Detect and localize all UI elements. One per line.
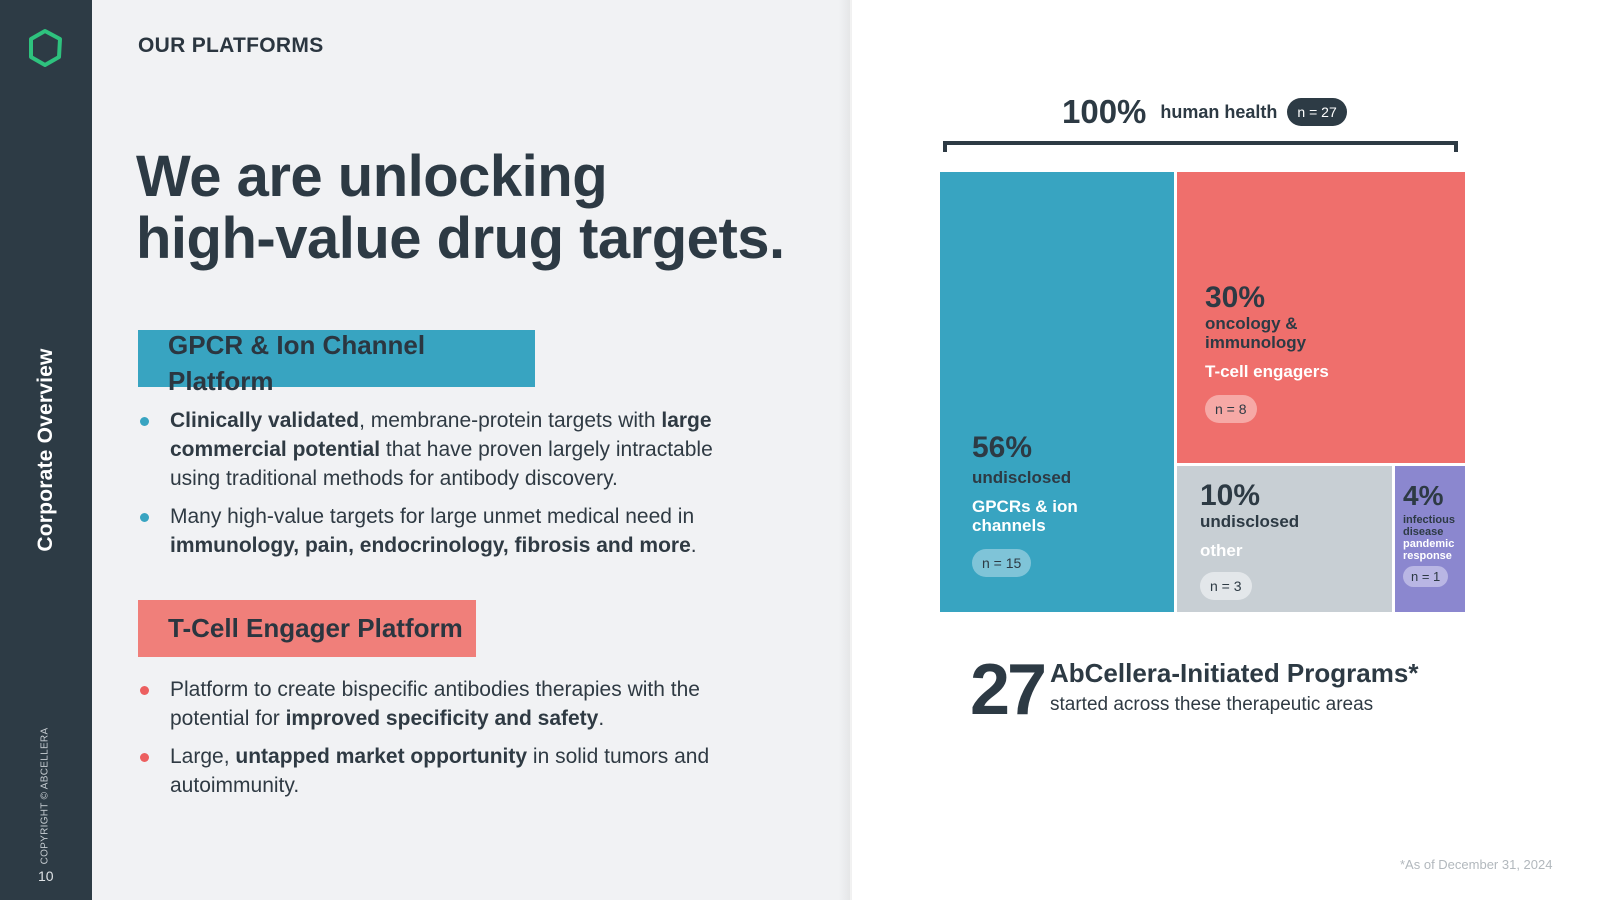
segment-area: undisclosed (972, 468, 1072, 487)
segment-count-badge: n = 1 (1403, 566, 1449, 587)
bullet-dot-icon (140, 417, 149, 426)
bullet-dot-icon (140, 686, 149, 695)
segment-sub: other (1200, 541, 1243, 560)
sidebar: Corporate Overview COPYRIGHT © ABCELLERA… (0, 0, 92, 900)
section-title: OUR PLATFORMS (138, 34, 324, 57)
segment-sub: GPCRs & ion channels (972, 497, 1078, 535)
tcell-platform-tag: T-Cell Engager Platform (138, 600, 476, 657)
bullet-dot-icon (140, 513, 149, 522)
treemap-segment-oncology: 30% oncology & immunology T-cell engager… (1177, 172, 1465, 463)
sidebar-section-label: Corporate Overview (34, 348, 57, 552)
bullet-text: Clinically validated, membrane-protein t… (170, 409, 713, 490)
panel-divider (838, 0, 852, 900)
tcell-bullet-list: Platform to create bispecific antibodies… (138, 675, 738, 809)
gpcr-bullet-list: Clinically validated, membrane-protein t… (138, 406, 738, 569)
page-number: 10 (38, 868, 54, 884)
segment-count-badge: n = 15 (972, 549, 1032, 577)
segment-percent: 4% (1403, 480, 1444, 511)
list-item: Large, untapped market opportunity in so… (138, 742, 738, 800)
segment-sub: pandemic response (1403, 538, 1455, 562)
segment-area: oncology & immunology (1205, 314, 1307, 352)
list-item: Clinically validated, membrane-protein t… (138, 406, 738, 493)
copyright-text: COPYRIGHT © ABCELLERA (39, 727, 51, 865)
programs-subtitle: started across these therapeutic areas (1050, 694, 1374, 715)
gpcr-platform-tag: GPCR & Ion Channel Platform (138, 330, 535, 396)
bullet-text: Many high-value targets for large unmet … (170, 505, 697, 557)
bullet-text: Platform to create bispecific antibodies… (170, 678, 700, 730)
total-label: human health (1160, 101, 1278, 122)
footnote: *As of December 31, 2024 (1400, 857, 1553, 872)
segment-percent: 56% (972, 431, 1033, 464)
treemap-segment-other: 10% undisclosed other n = 3 (1177, 466, 1392, 612)
treemap-total: 100% human health n = 27 (1062, 92, 1347, 132)
list-item: Many high-value targets for large unmet … (138, 502, 738, 560)
segment-area: undisclosed (1200, 512, 1300, 531)
headline-line-2: high-value drug targets. (136, 206, 785, 271)
list-item: Platform to create bispecific antibodies… (138, 675, 738, 733)
programs-title: AbCellera-Initiated Programs* (1050, 658, 1419, 688)
segment-sub: T-cell engagers (1205, 362, 1329, 381)
total-count-badge: n = 27 (1287, 98, 1347, 126)
programs-count: 27 (970, 650, 1047, 730)
segment-percent: 10% (1200, 479, 1261, 512)
headline: We are unlocking high-value drug targets… (136, 146, 785, 270)
treemap-segment-infectious: 4% infectious disease pandemic response … (1395, 466, 1465, 612)
segment-percent: 30% (1205, 281, 1266, 314)
segment-count-badge: n = 3 (1200, 572, 1252, 600)
headline-line-1: We are unlocking (136, 144, 608, 209)
segment-area: infectious disease (1403, 514, 1455, 538)
bullet-dot-icon (140, 753, 149, 762)
gpcr-platform-tag-line-1: GPCR & Ion Channel (168, 330, 426, 360)
segment-count-badge: n = 8 (1205, 395, 1257, 423)
bullet-text: Large, untapped market opportunity in so… (170, 745, 710, 797)
gpcr-platform-tag-line-2: Platform (168, 366, 274, 396)
content-panel (92, 0, 850, 900)
total-percent: 100% (1062, 93, 1147, 130)
hexagon-logo-icon (29, 29, 62, 67)
treemap-segment-gpcr: 56% undisclosed GPCRs & ion channels n =… (940, 172, 1174, 612)
total-bracket (943, 141, 1458, 152)
